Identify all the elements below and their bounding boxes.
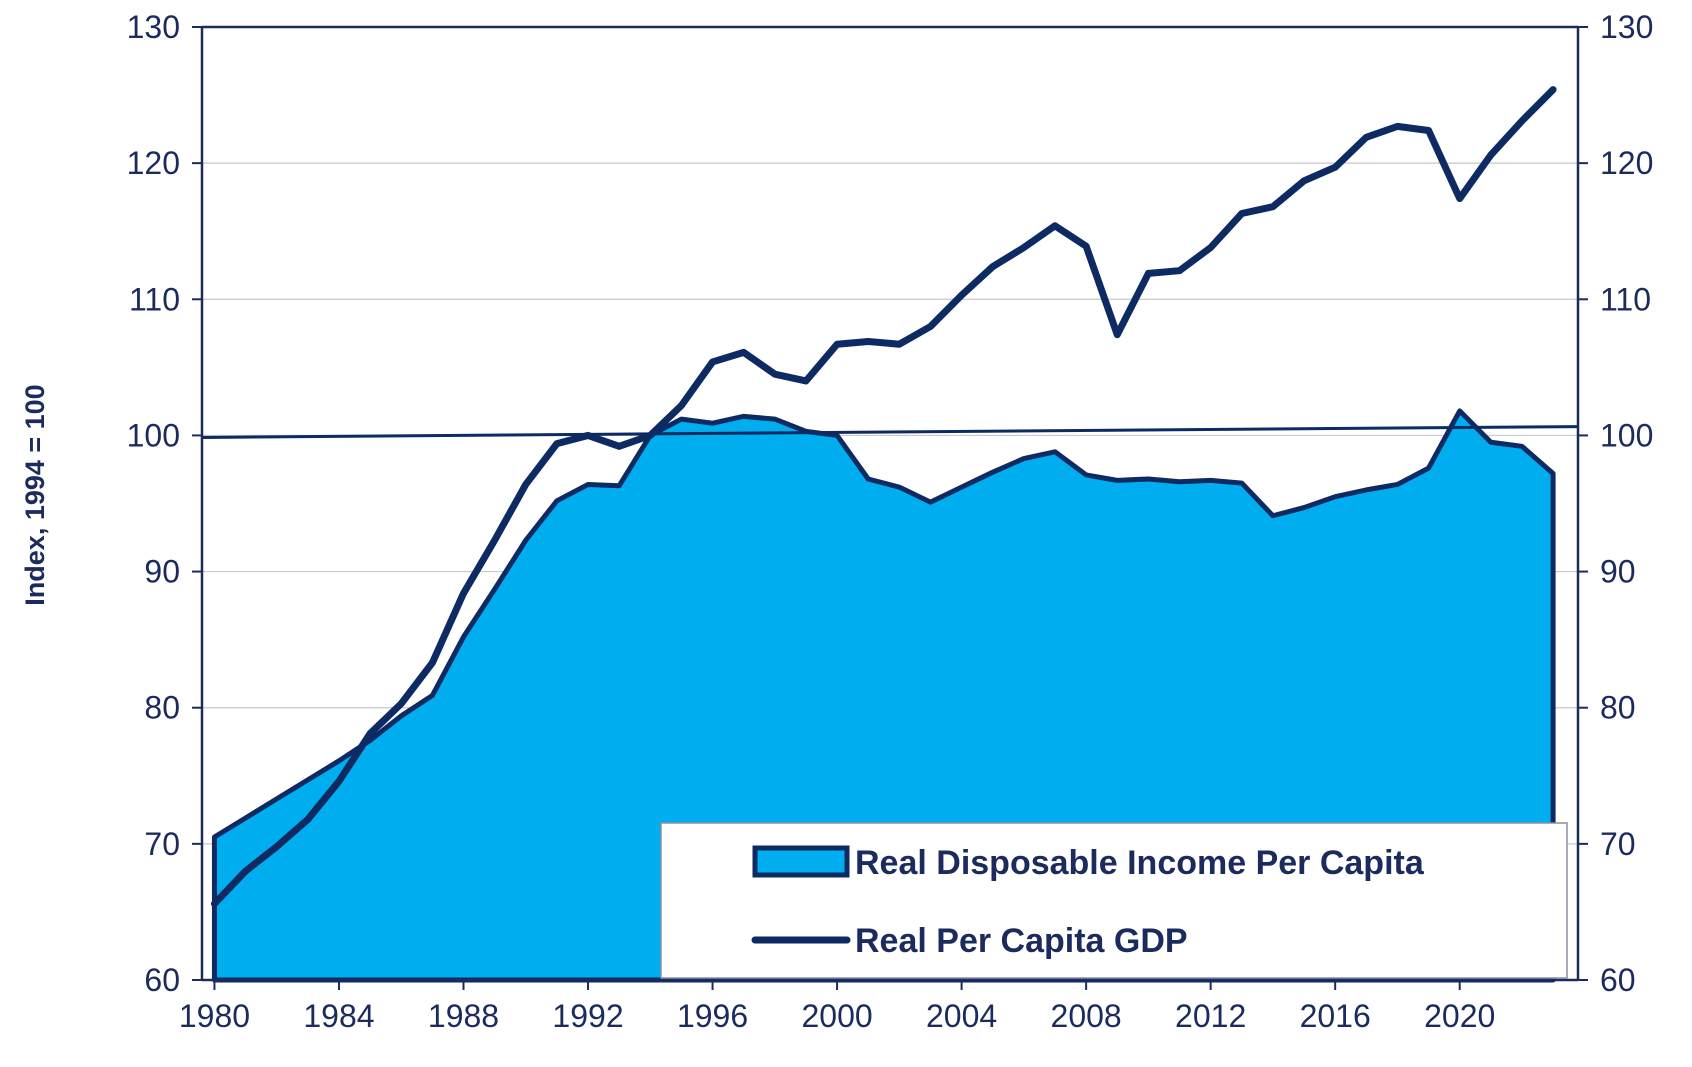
y-tick-label-right: 70	[1600, 826, 1636, 862]
gdp-line	[210, 86, 1557, 908]
y-tick-label-right: 100	[1600, 417, 1653, 453]
x-tick-label: 2016	[1300, 998, 1371, 1034]
x-tick-label: 2004	[926, 998, 997, 1034]
x-tick-label: 1980	[179, 998, 250, 1034]
y-tick-label-right: 60	[1600, 962, 1636, 998]
legend: Real Disposable Income Per Capita Real P…	[660, 822, 1568, 979]
x-tick-label: 2008	[1051, 998, 1122, 1034]
y-tick-label-left: 110	[129, 281, 180, 317]
legend-label-gdp: Real Per Capita GDP	[855, 922, 1188, 960]
x-tick-label: 1996	[677, 998, 748, 1034]
y-axis-left: 60 70 80 90 100 110 120 130	[127, 9, 202, 998]
reference-line-layer	[201, 425, 1579, 439]
x-tick-label: 2020	[1424, 998, 1495, 1034]
y-tick-label-left: 100	[127, 417, 180, 453]
y-tick-label-right: 110	[1600, 281, 1651, 317]
reference-line-100	[201, 425, 1579, 439]
y-tick-label-left: 70	[144, 826, 180, 862]
x-axis: 1980 1984 1988 1992 1996 2000 2004 2008 2012 2016…	[179, 980, 1495, 1034]
y-tick-label-left: 90	[144, 554, 180, 590]
y-tick-label-right: 120	[1600, 145, 1653, 181]
y-tick-label-left: 120	[127, 145, 180, 181]
y-tick-label-left: 80	[144, 690, 180, 726]
y-axis-right: 60 70 80 90 100 110 120 130	[1578, 9, 1653, 998]
x-tick-label: 1992	[552, 998, 623, 1034]
y-tick-label-right: 90	[1600, 554, 1636, 590]
x-tick-label: 2000	[801, 998, 872, 1034]
y-tick-label-left: 130	[127, 9, 180, 45]
legend-swatch-income	[752, 845, 850, 878]
y-axis-title: Index, 1994 = 100	[20, 384, 50, 605]
plot-frame-layer	[200, 25, 1580, 982]
x-tick-label: 1988	[428, 998, 499, 1034]
y-tick-label-right: 130	[1600, 9, 1653, 45]
gdp-line-layer	[210, 86, 1557, 908]
y-tick-label-right: 80	[1600, 690, 1636, 726]
legend-label-income: Real Disposable Income Per Capita	[855, 844, 1425, 882]
x-tick-label: 1984	[303, 998, 374, 1034]
y-tick-label-left: 60	[144, 962, 180, 998]
x-tick-label: 2012	[1175, 998, 1246, 1034]
